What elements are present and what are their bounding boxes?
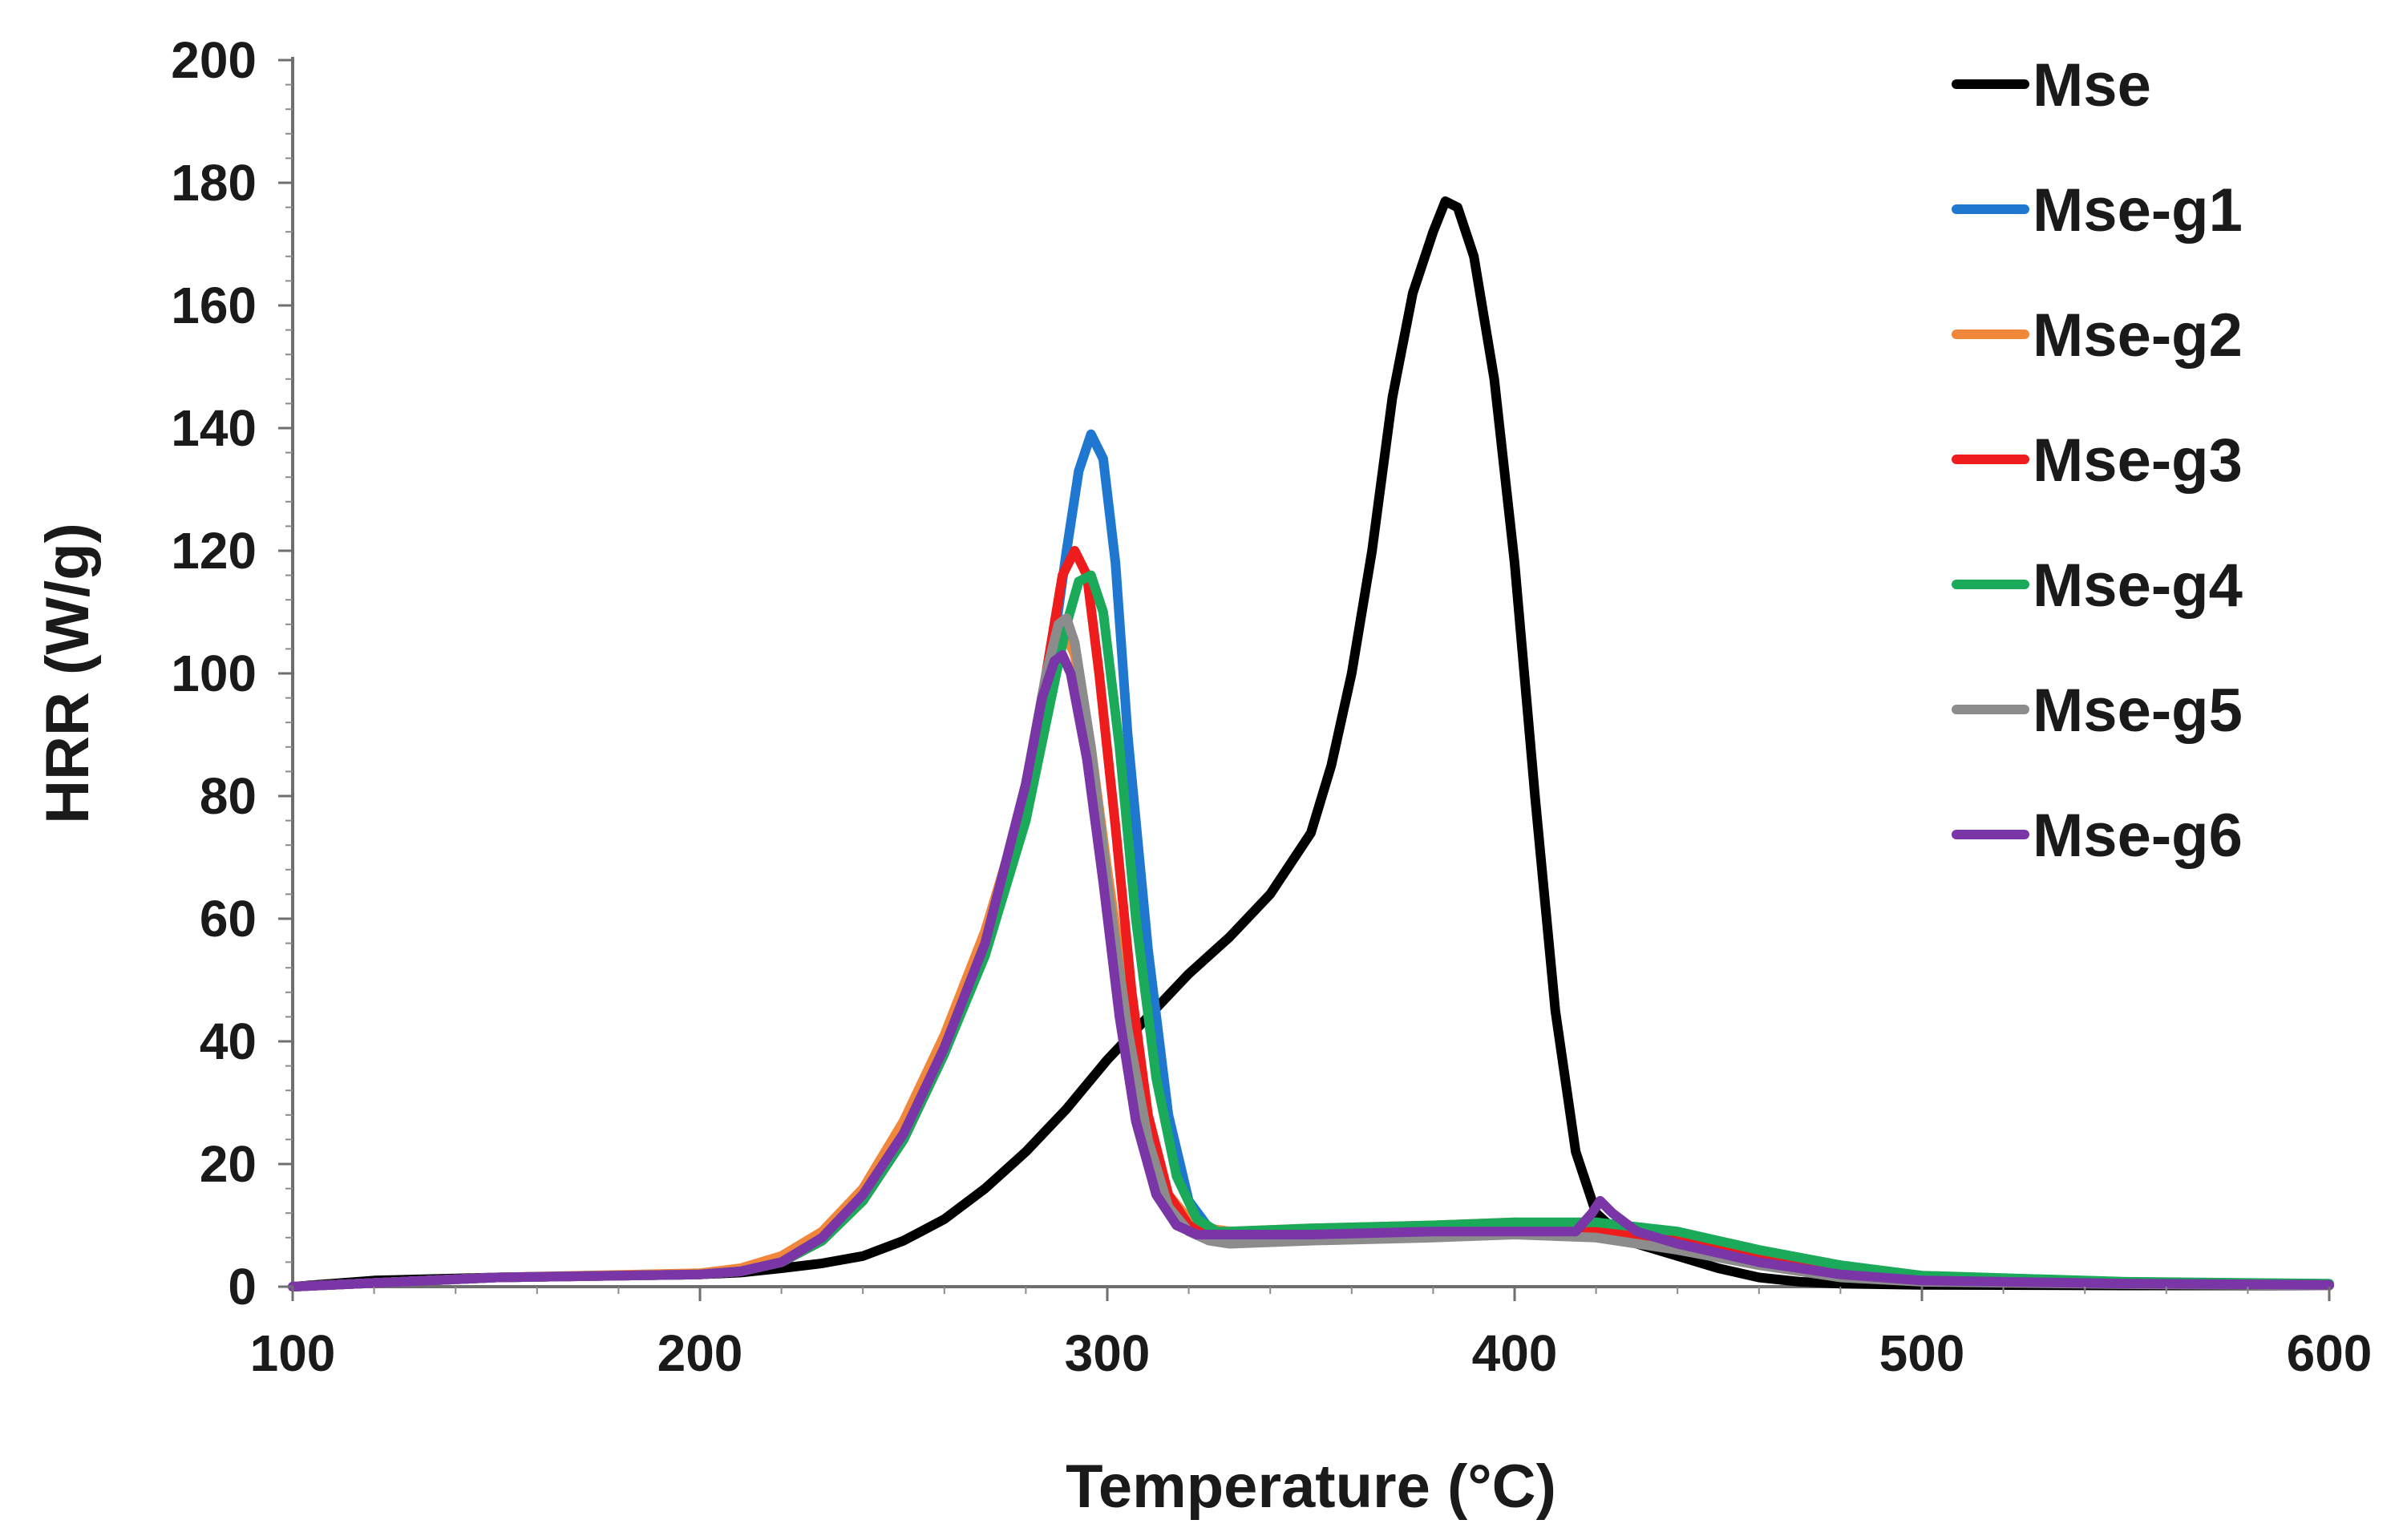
legend-label: Mse-g5 xyxy=(2033,677,2243,745)
x-axis-title: Temperature (°C) xyxy=(1066,1453,1556,1521)
y-tick-label: 180 xyxy=(171,154,257,212)
legend-label: Mse-g2 xyxy=(2033,301,2243,370)
y-tick-label: 0 xyxy=(228,1258,257,1316)
legend-label: Mse-g1 xyxy=(2033,176,2243,245)
y-tick-label: 20 xyxy=(200,1135,257,1193)
chart-ticks: 0 20 40 60 80 100 120 140 160 180 200 100 200 300 400 5… xyxy=(171,31,2372,1382)
series-line-mse-g2 xyxy=(288,632,2334,1291)
series-line-mse-g6 xyxy=(288,650,2334,1291)
y-tick-label: 60 xyxy=(200,890,257,948)
x-tick-label: 600 xyxy=(2287,1324,2373,1382)
legend-label: Mse xyxy=(2033,51,2151,119)
x-tick-label: 200 xyxy=(657,1324,743,1382)
y-tick-label: 120 xyxy=(171,522,257,580)
y-tick-label: 100 xyxy=(171,645,257,702)
chart-legend: Mse Mse-g1 Mse-g2 Mse-g3 Mse-g4 Mse-g5 Mse-g6 xyxy=(1952,51,2243,870)
legend-label: Mse-g3 xyxy=(2033,426,2243,495)
y-tick-label: 160 xyxy=(171,277,257,334)
y-tick-label: 140 xyxy=(171,399,257,457)
x-tick-label: 500 xyxy=(1879,1324,1965,1382)
series-line-mse-g3 xyxy=(288,546,2334,1291)
y-axis-title: HRR (W/g) xyxy=(34,523,102,824)
legend-label: Mse-g4 xyxy=(2033,552,2243,620)
series-line-mse-g5 xyxy=(288,613,2334,1291)
chart-series xyxy=(288,196,2334,1291)
y-tick-label: 80 xyxy=(200,767,257,825)
series-line-mse-g1 xyxy=(288,429,2334,1291)
x-tick-label: 300 xyxy=(1065,1324,1151,1382)
series-line-mse xyxy=(288,196,2334,1291)
y-tick-label: 40 xyxy=(200,1013,257,1070)
chart-axes xyxy=(291,57,2329,1288)
x-tick-label: 100 xyxy=(250,1324,336,1382)
series-line-mse-g4 xyxy=(288,570,2334,1291)
legend-label: Mse-g6 xyxy=(2033,802,2243,870)
y-tick-label: 200 xyxy=(171,31,257,89)
x-tick-label: 400 xyxy=(1472,1324,1558,1382)
